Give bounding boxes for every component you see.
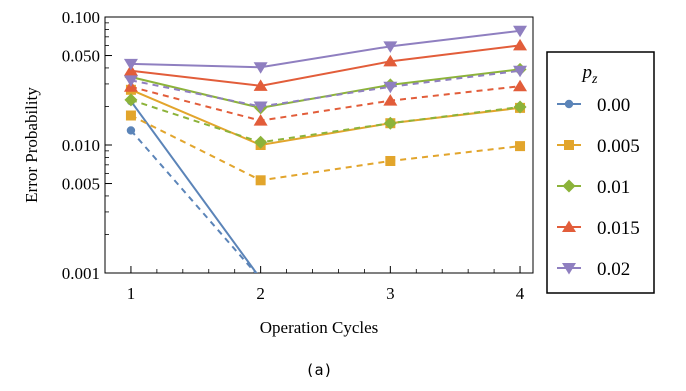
series-dashed-0.015	[123, 79, 528, 126]
legend-marker	[562, 220, 576, 232]
series-line	[130, 88, 521, 147]
data-point	[515, 141, 526, 152]
legend-marker	[564, 140, 574, 150]
legend-entry: 0.005	[557, 136, 640, 157]
legend-title: pz	[581, 62, 599, 87]
series-line	[130, 114, 521, 182]
data-point	[513, 79, 528, 92]
data-point	[383, 94, 398, 106]
legend-entries: 0.00 0.005 0.01 0.015 0.02	[557, 95, 640, 280]
plot-frame	[104, 16, 534, 274]
legend-marker	[562, 263, 576, 275]
series-line	[130, 100, 258, 273]
data-point	[255, 175, 266, 186]
data-point	[383, 54, 398, 67]
series-dashed-0.01	[124, 93, 527, 149]
data-point	[383, 41, 398, 53]
series-solid-0.00	[126, 96, 258, 273]
x-tick-label: 1	[127, 284, 136, 303]
data-point	[253, 101, 268, 113]
series-solid-0.02	[123, 25, 528, 74]
series-dashed-0.005	[125, 110, 526, 186]
data-point	[126, 126, 136, 135]
series-dashed-0.00	[126, 126, 257, 273]
axis-labels: 0.100 0.050 0.010 0.005 0.001 1 2 3 4	[62, 8, 525, 303]
data-point	[383, 116, 397, 130]
y-tick-label: 0.001	[62, 264, 100, 283]
data-point	[513, 100, 527, 114]
data-point	[513, 38, 528, 51]
data-point	[513, 65, 528, 78]
axis-ticks	[105, 16, 521, 274]
data-point	[253, 79, 268, 91]
series-line	[130, 129, 257, 273]
legend-entry: 0.01	[557, 177, 630, 198]
y-tick-label: 0.100	[62, 8, 100, 27]
legend-label: 0.015	[597, 218, 640, 239]
y-tick-label: 0.005	[62, 175, 100, 194]
legend-title-sub: z	[591, 72, 598, 87]
data-point	[123, 75, 138, 87]
legend-entry: 0.02	[557, 259, 630, 280]
x-tick-label: 2	[256, 284, 265, 303]
series-line	[130, 98, 521, 144]
series-line	[130, 69, 521, 108]
legend-box	[546, 51, 655, 294]
legend-entry: 0.015	[557, 218, 640, 239]
series-line	[130, 68, 521, 109]
data-point	[125, 110, 136, 121]
x-tick-label: 3	[386, 284, 395, 303]
data-point	[124, 93, 138, 107]
data-point	[383, 81, 398, 94]
series-dashed-0.02	[123, 65, 528, 113]
legend-label: 0.01	[597, 177, 630, 198]
figure-caption: (a)	[305, 361, 332, 379]
legend-title-base: p	[581, 62, 593, 83]
x-tick-label: 4	[516, 284, 525, 303]
series-line	[130, 44, 521, 87]
y-tick-label: 0.010	[62, 136, 100, 155]
series-solid-0.01	[124, 62, 527, 115]
data-point	[513, 25, 528, 38]
legend-marker	[564, 99, 574, 109]
legend-label: 0.00	[597, 95, 630, 116]
legend: pz 0.00 0.005 0.01 0.015 0.02	[546, 51, 655, 294]
data-point	[385, 155, 396, 166]
legend-marker	[562, 179, 576, 193]
data-point	[253, 114, 268, 126]
plot-series	[123, 25, 528, 273]
data-point	[253, 62, 268, 74]
y-axis-title: Error Probability	[22, 87, 41, 203]
series-line	[130, 85, 521, 122]
data-point	[123, 58, 138, 71]
legend-label: 0.005	[597, 136, 640, 157]
legend-entry: 0.00	[557, 95, 630, 116]
data-point	[254, 135, 268, 149]
x-axis-title: Operation Cycles	[260, 318, 379, 337]
legend-label: 0.02	[597, 259, 630, 280]
series-line	[130, 29, 521, 69]
y-tick-label: 0.050	[62, 47, 100, 66]
